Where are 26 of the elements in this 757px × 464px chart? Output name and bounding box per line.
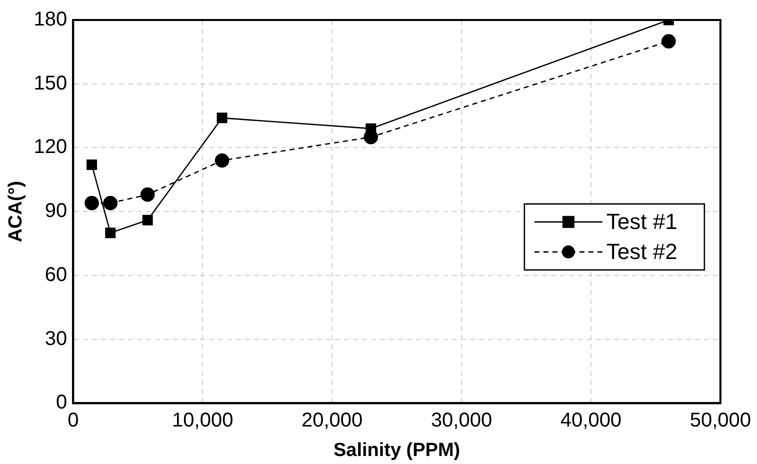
x-tick-label: 20,000 — [301, 410, 363, 432]
point — [103, 196, 118, 210]
point — [214, 153, 230, 168]
point — [84, 196, 99, 210]
y-tick-label: 60 — [44, 264, 68, 286]
legend-label: Test #2 — [606, 239, 678, 264]
x-tick-label: 50,000 — [690, 410, 751, 432]
y-tick-label: 120 — [34, 136, 68, 158]
y-tick-label: 180 — [34, 8, 68, 31]
point — [661, 34, 676, 48]
y-tick-label: 150 — [34, 72, 68, 94]
y-tick-label: 30 — [44, 328, 68, 350]
x-axis-title: Salinity (PPM) — [333, 440, 460, 461]
x-tick-label: 10,000 — [172, 410, 234, 432]
point — [86, 160, 98, 170]
x-tick-label: 30,000 — [430, 410, 492, 432]
point — [366, 123, 376, 134]
point — [142, 214, 153, 226]
x-tick-label: 40,000 — [560, 410, 622, 432]
legend-label: Test #1 — [606, 209, 678, 234]
y-axis-title: ACA(°) — [6, 180, 27, 242]
y-tick-label: 0 — [56, 392, 68, 414]
point — [140, 187, 155, 202]
point — [216, 112, 228, 124]
y-tick-label: 90 — [44, 200, 68, 222]
point — [105, 228, 116, 238]
